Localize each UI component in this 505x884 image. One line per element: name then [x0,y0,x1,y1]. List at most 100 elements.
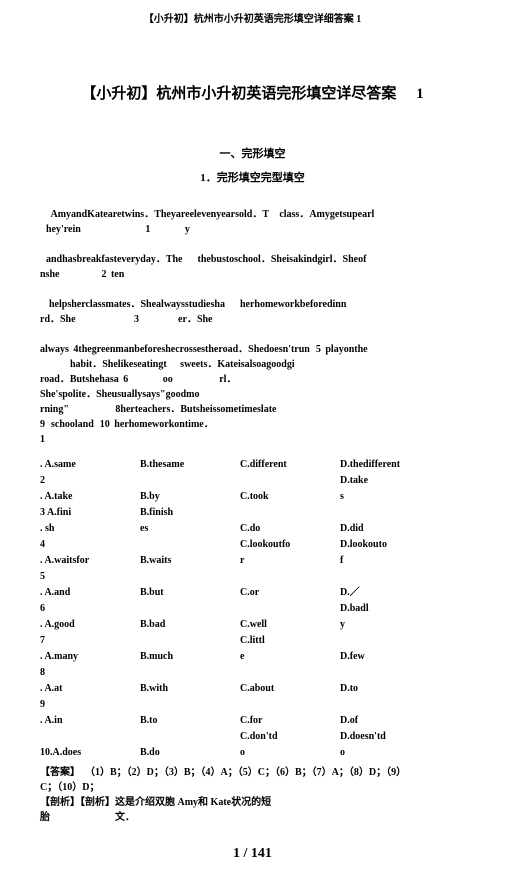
option-cell: D.lookouto [340,537,460,553]
option-cell: 2 [40,473,140,489]
option-cell [240,601,340,617]
option-row: 8 [40,665,465,681]
option-cell: B.waits [140,553,240,569]
option-cell: r [240,553,340,569]
option-cell: D.take [340,473,460,489]
option-cell [140,665,240,681]
option-cell [240,473,340,489]
option-row: . A.goodB.badC.welly [40,617,465,633]
answer-block: 【答案】 （1）B；（2）D；（3）B；（4）A；（5）C；（6）B；（7）A；… [40,765,465,795]
option-cell: B.do [140,745,240,761]
option-cell: B.thesame [140,457,240,473]
option-cell [340,697,460,713]
option-cell: B.finish [140,505,240,521]
option-cell [340,633,460,649]
option-cell: B.much [140,649,240,665]
option-cell: 7 [40,633,140,649]
option-cell: D.to [340,681,460,697]
option-cell: B.by [140,489,240,505]
option-row: . A.sameB.thesameC.differentD.thediffere… [40,457,465,473]
option-row: . A.andB.butC.orD.／ [40,585,465,601]
option-row: . shesC.doD.did [40,521,465,537]
option-cell: C.well [240,617,340,633]
option-cell [340,569,460,585]
option-cell: 10.A.does [40,745,140,761]
page: 【小升初】杭州市小升初英语完形填空详细答案 1 【小升初】杭州市小升初英语完形填… [0,0,505,884]
option-cell: C.do [240,521,340,537]
option-cell: 4 [40,537,140,553]
option-cell [140,729,240,745]
option-row: 6 D.badl [40,601,465,617]
option-cell [240,665,340,681]
option-cell: B.bad [140,617,240,633]
option-cell: C.for [240,713,340,729]
option-cell: . A.in [40,713,140,729]
option-cell: C.different [240,457,340,473]
option-cell [240,505,340,521]
option-cell: o [240,745,340,761]
option-cell [240,697,340,713]
option-cell: s [340,489,460,505]
option-cell [140,473,240,489]
option-row: . A.manyB.mucheD.few [40,649,465,665]
option-cell: D.badl [340,601,460,617]
section-title: 一、完形填空 [40,146,465,163]
option-cell: D.few [340,649,460,665]
option-cell: D.／ [340,585,460,601]
option-cell [140,537,240,553]
option-cell [340,665,460,681]
option-cell: D.did [340,521,460,537]
option-cell: C.took [240,489,340,505]
running-header: 【小升初】杭州市小升初英语完形填空详细答案 1 [40,12,465,27]
option-row: 7 C.littl [40,633,465,649]
option-cell: . A.good [40,617,140,633]
option-row: . A.waitsforB.waitsrf [40,553,465,569]
option-cell: . A.take [40,489,140,505]
option-cell [140,569,240,585]
option-row: 5 [40,569,465,585]
option-cell: es [140,521,240,537]
option-cell: 5 [40,569,140,585]
options-table: . A.sameB.thesameC.differentD.thediffere… [40,457,465,761]
option-cell: f [340,553,460,569]
option-row: 3 A.finiB.finish [40,505,465,521]
option-cell: D.doesn'td [340,729,460,745]
option-cell: D.of [340,713,460,729]
page-number: 1 / 141 [40,843,465,864]
option-cell [140,601,240,617]
option-cell: B.but [140,585,240,601]
option-row: 10.A.doesB.dooo [40,745,465,761]
option-cell [140,697,240,713]
option-cell [240,569,340,585]
option-cell: 9 [40,697,140,713]
option-row: . A.inB.toC.forD.of [40,713,465,729]
option-cell: C.don'td [240,729,340,745]
option-cell: . A.waitsfor [40,553,140,569]
option-cell: C.or [240,585,340,601]
main-title-number: 1 [416,86,424,102]
option-row: . A.atB.withC.aboutD.to [40,681,465,697]
option-row: C.don'tdD.doesn'td [40,729,465,745]
option-cell: B.with [140,681,240,697]
option-cell: 6 [40,601,140,617]
option-cell: . A.many [40,649,140,665]
option-cell: . A.same [40,457,140,473]
option-cell: o [340,745,460,761]
option-cell: 8 [40,665,140,681]
option-cell: . sh [40,521,140,537]
option-cell: C.littl [240,633,340,649]
passage-text: AmyandKatearetwins．Theyareelevenyearsold… [40,207,465,447]
option-cell: 3 A.fini [40,505,140,521]
option-cell: C.lookoutfo [240,537,340,553]
analysis-block: 【剖析】【剖析】这是介绍双胞 Amy和 Kate状况的短 胎 文． [40,795,465,825]
sub-section-title: 1．完形填空完型填空 [40,170,465,187]
main-title: 【小升初】杭州市小升初英语完形填空详尽答案 1 [40,83,465,106]
option-row: 9 [40,697,465,713]
option-row: 2 D.take [40,473,465,489]
option-cell: . A.and [40,585,140,601]
option-cell [140,633,240,649]
option-row: 4 C.lookoutfoD.lookouto [40,537,465,553]
option-cell: . A.at [40,681,140,697]
main-title-text: 【小升初】杭州市小升初英语完形填空详尽答案 [81,86,396,102]
option-cell [40,729,140,745]
